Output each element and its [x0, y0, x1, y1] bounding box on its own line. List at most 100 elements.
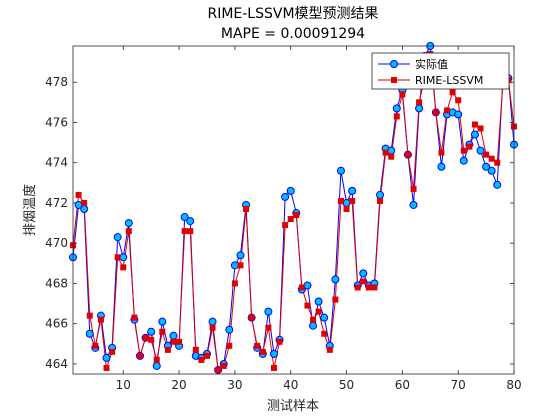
- data-point-predicted: [282, 222, 289, 229]
- data-point-actual: [331, 275, 340, 284]
- data-point-actual: [454, 110, 463, 119]
- data-point-actual: [225, 325, 234, 334]
- data-point-predicted: [159, 328, 166, 335]
- x-tick-label: 40: [283, 378, 298, 392]
- data-point-actual: [415, 104, 424, 113]
- legend-label-actual: 实际值: [415, 57, 448, 71]
- data-point-actual: [269, 349, 278, 358]
- chart-title: RIME-LSSVM模型预测结果: [207, 6, 378, 22]
- data-point-actual: [286, 186, 295, 195]
- data-point-predicted: [176, 338, 183, 345]
- data-point-predicted: [399, 91, 406, 98]
- data-point-predicted: [192, 346, 199, 353]
- data-point-predicted: [293, 212, 300, 219]
- data-point-actual: [85, 329, 94, 338]
- data-point-predicted: [148, 336, 155, 343]
- data-point-predicted: [237, 262, 244, 269]
- data-point-actual: [314, 297, 323, 306]
- data-point-predicted: [248, 314, 255, 321]
- data-point-actual: [309, 321, 318, 330]
- data-point-actual: [119, 253, 128, 262]
- data-point-actual: [169, 331, 178, 340]
- data-point-predicted: [265, 324, 272, 331]
- x-tick-label: 60: [395, 378, 410, 392]
- data-point-predicted: [494, 159, 501, 166]
- data-point-predicted: [388, 153, 395, 160]
- data-point-predicted: [198, 356, 205, 363]
- legend: 实际值 RIME-LSSVM: [371, 52, 510, 90]
- data-point-predicted: [382, 149, 389, 156]
- data-point-predicted: [103, 364, 110, 371]
- data-point-predicted: [310, 316, 317, 323]
- data-point-actual: [409, 200, 418, 209]
- data-point-predicted: [416, 99, 423, 106]
- data-point-predicted: [444, 107, 451, 114]
- data-point-predicted: [438, 149, 445, 156]
- data-point-predicted: [86, 312, 93, 319]
- x-tick-label: 20: [171, 378, 186, 392]
- plot-frame: [72, 45, 515, 375]
- data-point-actual: [493, 180, 502, 189]
- data-point-actual: [387, 146, 396, 155]
- data-point-actual: [437, 162, 446, 171]
- data-point-predicted: [377, 197, 384, 204]
- data-point-actual: [336, 166, 345, 175]
- data-point-predicted: [371, 284, 378, 291]
- x-tick-label: 50: [339, 378, 354, 392]
- data-point-predicted: [215, 366, 222, 373]
- data-point-predicted: [304, 302, 311, 309]
- data-point-predicted: [354, 284, 361, 291]
- data-point-actual: [158, 317, 167, 326]
- data-point-predicted: [109, 348, 116, 355]
- data-point-predicted: [114, 254, 121, 261]
- data-point-predicted: [349, 197, 356, 204]
- data-point-predicted: [97, 316, 104, 323]
- legend-marker-predicted: [391, 77, 397, 83]
- y-tick-label: 478: [45, 75, 68, 89]
- data-point-predicted: [170, 338, 177, 345]
- data-point-actual: [303, 281, 312, 290]
- data-point-predicted: [131, 314, 138, 321]
- data-point-predicted: [125, 228, 132, 235]
- y-tick-label: 472: [45, 196, 68, 210]
- legend-marker-actual: [390, 60, 398, 68]
- data-point-predicted: [360, 278, 367, 285]
- data-point-predicted: [315, 308, 322, 315]
- chart-subtitle: MAPE = 0.00091294: [221, 26, 365, 42]
- data-point-actual: [482, 162, 491, 171]
- data-point-predicted: [326, 346, 333, 353]
- data-point-actual: [281, 192, 290, 201]
- data-point-actual: [487, 166, 496, 175]
- y-tick-label: 474: [45, 156, 68, 170]
- data-point-predicted: [136, 352, 143, 359]
- data-point-predicted: [142, 334, 149, 341]
- y-axis-label: 排烟温度: [22, 184, 38, 236]
- x-tick-label: 10: [116, 378, 131, 392]
- data-point-predicted: [404, 151, 411, 158]
- data-point-predicted: [153, 356, 160, 363]
- data-point-predicted: [460, 147, 467, 154]
- y-tick-label: 470: [45, 236, 68, 250]
- data-point-predicted: [81, 199, 88, 206]
- data-point-predicted: [226, 342, 233, 349]
- data-point-predicted: [187, 228, 194, 235]
- data-point-predicted: [270, 364, 277, 371]
- y-tick-label: 468: [45, 276, 68, 290]
- data-point-predicted: [120, 264, 127, 271]
- data-point-actual: [476, 146, 485, 155]
- x-tick-label: 30: [227, 378, 242, 392]
- data-point-predicted: [220, 362, 227, 369]
- data-point-actual: [376, 190, 385, 199]
- x-axis-label: 测试样本: [267, 399, 319, 414]
- data-point-actual: [102, 353, 111, 362]
- x-tick-label: 80: [506, 378, 521, 392]
- data-point-actual: [147, 327, 156, 336]
- data-point-predicted: [209, 324, 216, 331]
- data-point-predicted: [254, 342, 261, 349]
- data-point-actual: [264, 307, 273, 316]
- data-point-predicted: [432, 109, 439, 116]
- data-point-predicted: [488, 155, 495, 162]
- data-point-predicted: [298, 284, 305, 291]
- data-point-predicted: [321, 330, 328, 337]
- data-point-actual: [180, 213, 189, 222]
